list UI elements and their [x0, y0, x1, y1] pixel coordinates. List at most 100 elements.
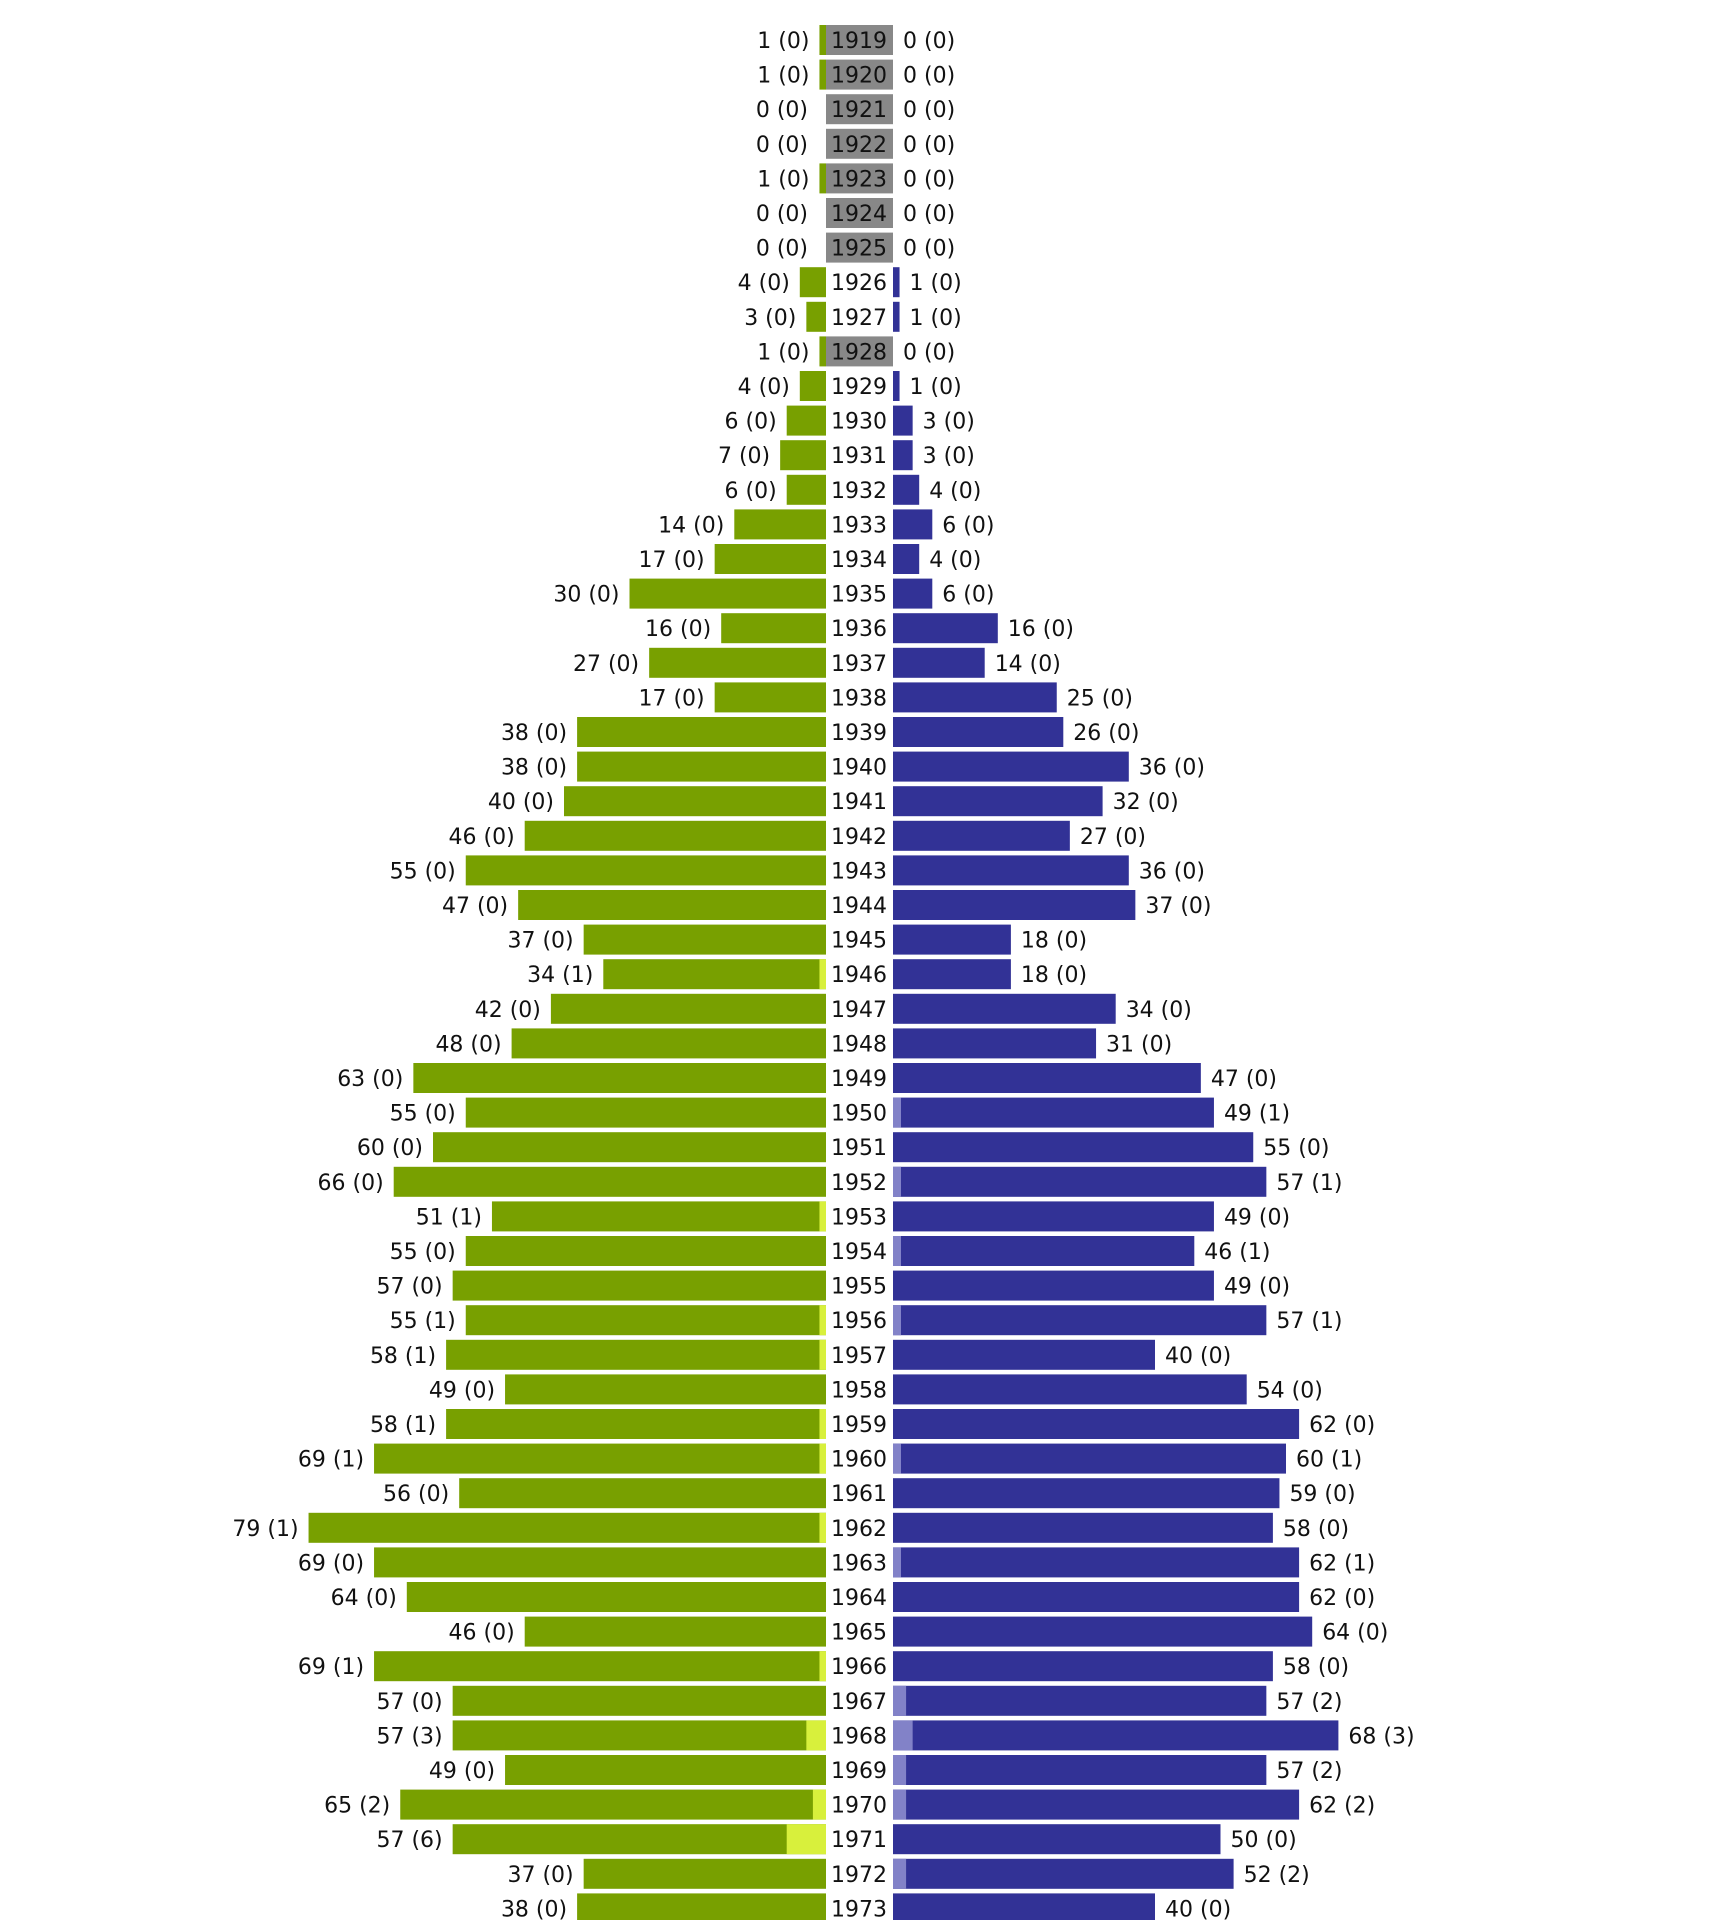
- right-bar: [893, 613, 998, 644]
- empty-year-bg: [826, 336, 893, 367]
- left-value-label: 58 (1): [370, 1413, 436, 1438]
- pyramid-row: 1937 27 (0) 14 (0): [573, 647, 1061, 678]
- pyramid-row: 1925 0 (0) 0 (0): [756, 232, 955, 263]
- right-value-label: 18 (0): [1021, 929, 1087, 954]
- right-bar: [893, 1339, 1155, 1370]
- year-label: 1943: [831, 859, 887, 884]
- pyramid-row: 1926 4 (0) 1 (0): [738, 267, 962, 298]
- right-value-label: 1 (0): [910, 375, 962, 400]
- pyramid-row: 1966 69 (1) 58 (0): [298, 1651, 1349, 1682]
- right-bar: [893, 371, 900, 401]
- pyramid-row: 1955 57 (0) 49 (0): [376, 1270, 1290, 1301]
- year-label: 1953: [831, 1205, 887, 1230]
- right-value-label: 52 (2): [1244, 1863, 1310, 1888]
- left-value-label: 55 (1): [390, 1309, 456, 1334]
- left-bar: [511, 1028, 826, 1059]
- left-value-label: 64 (0): [331, 1586, 397, 1611]
- year-label: 1964: [831, 1586, 887, 1611]
- right-value-label: 0 (0): [903, 98, 955, 123]
- left-bar: [603, 959, 826, 990]
- right-sub-bar: [893, 1685, 907, 1716]
- left-value-label: 57 (6): [376, 1828, 442, 1853]
- year-label: 1922: [831, 133, 887, 158]
- left-sub-bar: [819, 959, 826, 990]
- left-bar: [452, 1685, 826, 1716]
- left-value-label: 38 (0): [501, 721, 567, 746]
- right-value-label: 0 (0): [903, 237, 955, 262]
- right-bar: [893, 647, 985, 678]
- year-label: 1954: [831, 1240, 887, 1265]
- left-bar: [649, 647, 826, 678]
- left-value-label: 4 (0): [738, 271, 790, 296]
- left-value-label: 42 (0): [475, 998, 541, 1023]
- left-bar: [564, 786, 826, 817]
- right-sub-bar: [893, 1305, 901, 1336]
- year-label: 1933: [831, 513, 887, 538]
- year-label: 1944: [831, 894, 887, 919]
- left-bar: [799, 371, 826, 401]
- left-value-label: 55 (0): [390, 1240, 456, 1265]
- left-value-label: 17 (0): [638, 686, 704, 711]
- right-bar: [893, 993, 1116, 1024]
- pyramid-row: 1970 65 (2) 62 (2): [324, 1789, 1375, 1820]
- year-label: 1931: [831, 444, 887, 469]
- left-bar: [524, 820, 826, 851]
- empty-year-bg: [826, 198, 893, 228]
- left-bar: [550, 993, 826, 1024]
- pyramid-row: 1946 34 (1) 18 (0): [527, 959, 1087, 990]
- pyramid-row: 1934 17 (0) 4 (0): [638, 544, 981, 574]
- left-value-label: 60 (0): [357, 1136, 423, 1161]
- right-value-label: 62 (2): [1309, 1794, 1375, 1819]
- right-value-label: 40 (0): [1165, 1897, 1231, 1920]
- pyramid-row: 1965 46 (0) 64 (0): [449, 1616, 1388, 1647]
- right-value-label: 49 (1): [1224, 1102, 1290, 1127]
- year-label: 1919: [831, 29, 887, 54]
- right-bar: [893, 786, 1103, 817]
- year-label: 1973: [831, 1897, 887, 1920]
- right-sub-bar: [893, 1166, 901, 1197]
- pyramid-row: 1957 58 (1) 40 (0): [370, 1339, 1231, 1370]
- left-sub-bar: [819, 1443, 826, 1474]
- pyramid-row: 1951 60 (0) 55 (0): [357, 1132, 1329, 1163]
- year-label: 1940: [831, 756, 887, 781]
- right-bar: [893, 820, 1070, 851]
- left-value-label: 1 (0): [757, 167, 809, 192]
- year-label: 1929: [831, 375, 887, 400]
- left-value-label: 37 (0): [507, 929, 573, 954]
- right-value-label: 36 (0): [1139, 859, 1205, 884]
- left-value-label: 0 (0): [756, 133, 808, 158]
- left-sub-bar: [786, 1824, 826, 1855]
- left-value-label: 6 (0): [725, 479, 777, 504]
- left-bar: [583, 1858, 826, 1889]
- right-bar: [893, 1270, 1214, 1301]
- left-value-label: 34 (1): [527, 963, 593, 988]
- right-value-label: 58 (0): [1283, 1517, 1349, 1542]
- left-sub-bar: [819, 1512, 826, 1543]
- right-value-label: 1 (0): [910, 271, 962, 296]
- right-bar: [893, 1824, 1221, 1855]
- year-label: 1957: [831, 1344, 887, 1369]
- right-value-label: 1 (0): [910, 306, 962, 331]
- year-label: 1947: [831, 998, 887, 1023]
- right-sub-bar: [893, 1443, 901, 1474]
- pyramid-row: 1945 37 (0) 18 (0): [507, 924, 1087, 955]
- right-sub-bar: [893, 1789, 907, 1820]
- year-label: 1923: [831, 167, 887, 192]
- left-value-label: 65 (2): [324, 1794, 390, 1819]
- pyramid-row: 1936 16 (0) 16 (0): [645, 613, 1074, 644]
- year-label: 1920: [831, 64, 887, 89]
- left-bar: [734, 509, 826, 540]
- left-bar: [452, 1720, 826, 1751]
- year-label: 1963: [831, 1551, 887, 1576]
- left-value-label: 37 (0): [507, 1863, 573, 1888]
- right-bar: [893, 1305, 1267, 1336]
- left-value-label: 7 (0): [718, 444, 770, 469]
- year-label: 1941: [831, 790, 887, 815]
- left-bar: [505, 1374, 826, 1405]
- right-bar: [893, 1685, 1267, 1716]
- left-sub-bar: [819, 1409, 826, 1439]
- left-value-label: 14 (0): [658, 513, 724, 538]
- right-value-label: 16 (0): [1008, 617, 1074, 642]
- right-value-label: 57 (2): [1276, 1759, 1342, 1784]
- pyramid-row: 1923 1 (0) 0 (0): [757, 163, 955, 194]
